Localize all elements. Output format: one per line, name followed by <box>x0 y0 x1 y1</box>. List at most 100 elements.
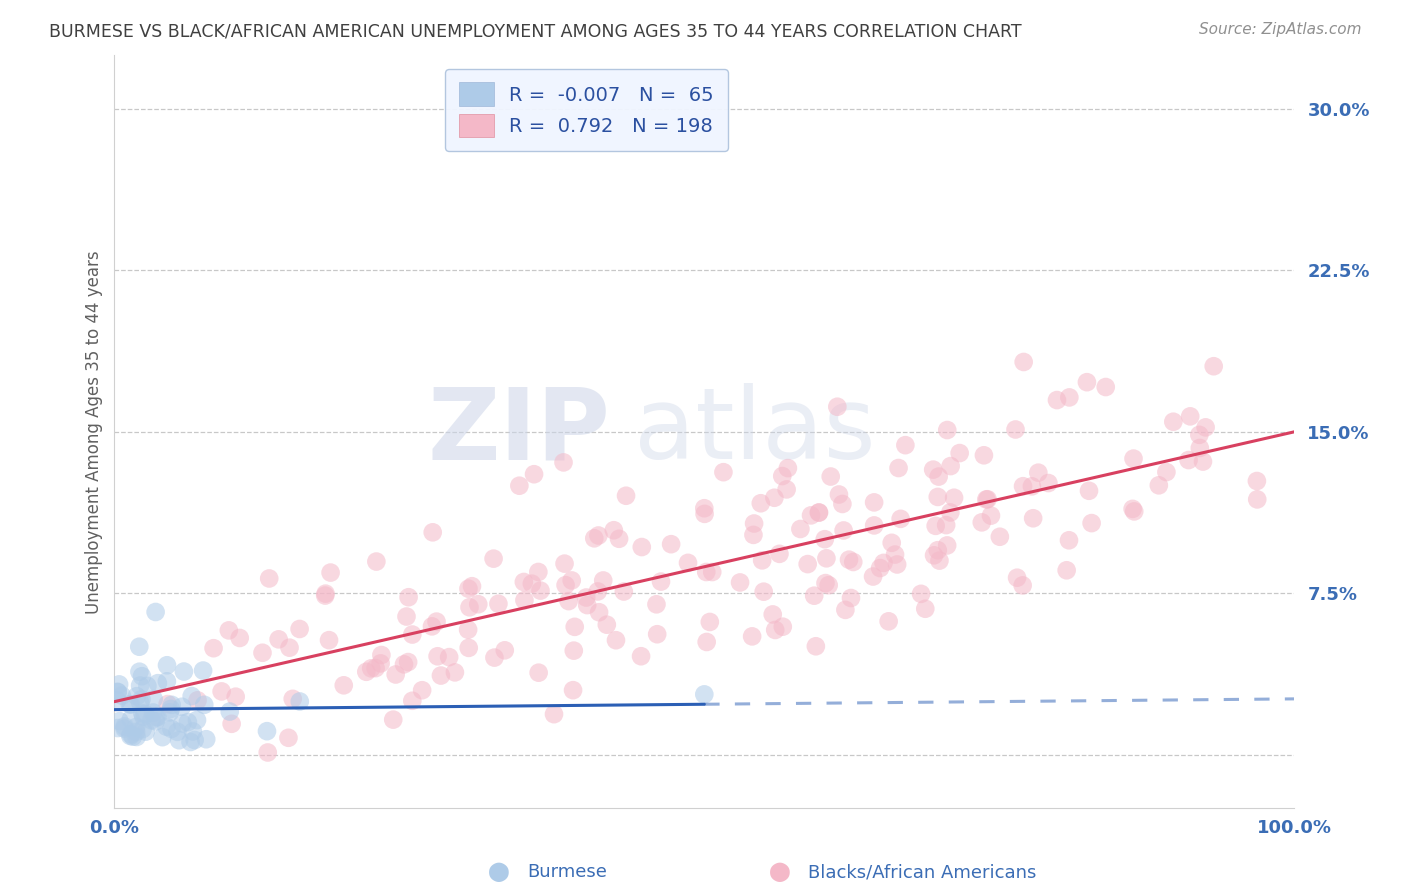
Point <box>890 512 912 526</box>
Point <box>770 469 793 483</box>
Point <box>814 532 837 546</box>
Point <box>356 665 378 679</box>
Point <box>145 714 167 729</box>
Point <box>180 689 202 703</box>
Point <box>751 553 773 567</box>
Point <box>936 423 959 437</box>
Point <box>125 725 148 739</box>
Point <box>484 650 506 665</box>
Point <box>111 689 134 703</box>
Point <box>976 492 998 507</box>
Point <box>225 690 247 704</box>
Point <box>160 698 183 712</box>
Text: Source: ZipAtlas.com: Source: ZipAtlas.com <box>1198 22 1361 37</box>
Point <box>988 530 1011 544</box>
Point <box>804 640 827 654</box>
Point <box>132 709 155 723</box>
Point <box>142 692 165 706</box>
Point <box>775 483 797 497</box>
Point <box>1080 516 1102 530</box>
Point <box>910 587 932 601</box>
Point <box>281 691 304 706</box>
Point <box>425 615 447 629</box>
Point <box>457 640 479 655</box>
Point <box>924 519 946 533</box>
Point <box>554 578 576 592</box>
Point <box>1021 479 1043 493</box>
Point <box>398 591 420 605</box>
Point <box>527 665 550 680</box>
Point <box>741 629 763 643</box>
Point <box>935 518 957 533</box>
Point <box>527 565 550 579</box>
Point <box>170 699 193 714</box>
Text: atlas: atlas <box>634 384 875 480</box>
Point <box>1057 533 1080 548</box>
Point <box>1076 375 1098 389</box>
Point <box>562 643 585 657</box>
Point <box>1202 359 1225 374</box>
Point <box>131 692 153 706</box>
Point <box>1246 474 1268 488</box>
Point <box>980 508 1002 523</box>
Point <box>120 727 142 741</box>
Point <box>693 687 716 701</box>
Point <box>256 746 278 760</box>
Point <box>366 555 388 569</box>
Legend: R =  -0.007   N =  65, R =  0.792   N = 198: R = -0.007 N = 65, R = 0.792 N = 198 <box>446 69 727 151</box>
Point <box>191 664 214 678</box>
Point <box>142 706 165 720</box>
Point <box>588 605 610 619</box>
Point <box>1038 476 1060 491</box>
Point <box>457 582 479 596</box>
Point <box>193 698 215 712</box>
Point <box>970 516 993 530</box>
Point <box>863 495 886 509</box>
Point <box>834 603 856 617</box>
Point <box>749 496 772 510</box>
Point <box>562 683 585 698</box>
Point <box>630 649 652 664</box>
Point <box>922 549 945 563</box>
Point <box>195 732 218 747</box>
Point <box>768 547 790 561</box>
Point <box>155 720 177 734</box>
Point <box>973 448 995 462</box>
Point <box>401 627 423 641</box>
Text: ⬤: ⬤ <box>488 863 510 882</box>
Point <box>177 715 200 730</box>
Point <box>817 578 839 592</box>
Point <box>1012 355 1035 369</box>
Point <box>872 556 894 570</box>
Point <box>125 689 148 703</box>
Point <box>1163 415 1185 429</box>
Point <box>789 522 811 536</box>
Point <box>141 713 163 727</box>
Point <box>146 676 169 690</box>
Point <box>820 469 842 483</box>
Point <box>614 489 637 503</box>
Point <box>160 702 183 716</box>
Point <box>529 583 551 598</box>
Point <box>869 561 891 575</box>
Point <box>936 538 959 552</box>
Point <box>827 400 849 414</box>
Point <box>880 536 903 550</box>
Point <box>807 506 830 520</box>
Point <box>314 589 336 603</box>
Point <box>927 490 949 504</box>
Point <box>218 705 240 719</box>
Point <box>107 721 129 735</box>
Point <box>426 649 449 664</box>
Point <box>395 609 418 624</box>
Point <box>136 679 159 693</box>
Point <box>742 528 765 542</box>
Point <box>886 558 908 572</box>
Point <box>928 553 950 567</box>
Point <box>645 597 668 611</box>
Point <box>645 627 668 641</box>
Point <box>183 733 205 747</box>
Point <box>1028 466 1050 480</box>
Point <box>420 619 443 633</box>
Point <box>392 657 415 672</box>
